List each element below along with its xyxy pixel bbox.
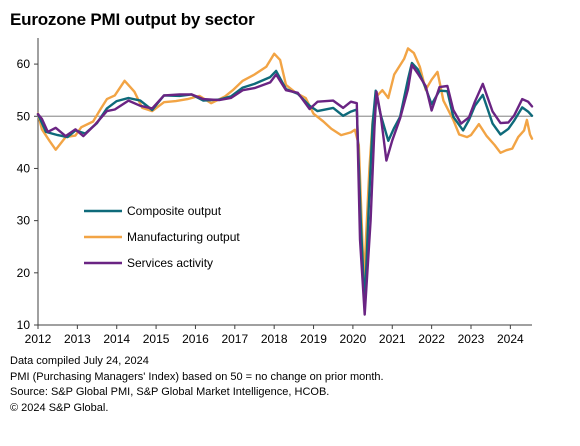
chart-title: Eurozone PMI output by sector: [10, 10, 255, 29]
note-definition: PMI (Purchasing Managers' Index) based o…: [10, 370, 384, 383]
series-line-services-activity: [36, 63, 534, 316]
x-tick-label: 2020: [340, 332, 367, 346]
y-tick-label: 10: [17, 318, 31, 332]
note-source: Source: S&P Global PMI, S&P Global Marke…: [10, 386, 330, 398]
legend-label: Manufacturing output: [127, 230, 240, 244]
x-tick-label: 2024: [497, 332, 524, 346]
plot-lines: [36, 47, 534, 316]
note-copyright: © 2024 S&P Global.: [10, 401, 109, 414]
note-date: Data compiled July 24, 2024: [10, 355, 149, 367]
legend: Composite output Manufacturing output Serv…: [84, 204, 240, 270]
series-line-composite-output: [36, 61, 534, 308]
x-tick-label: 2022: [418, 332, 445, 346]
y-tick-label: 60: [17, 57, 31, 71]
x-tick-label: 2017: [221, 332, 248, 346]
footnotes: Data compiled July 24, 2024 PMI (Purchas…: [10, 354, 384, 416]
legend-label: Services activity: [127, 256, 213, 270]
y-tick-label: 20: [17, 266, 31, 280]
legend-label: Composite output: [127, 204, 222, 218]
axes: 10 20 30 40 50 60 2012 2013 2014 2015 2016 2017 2018…: [17, 38, 532, 346]
x-tick-label: 2012: [25, 332, 52, 346]
y-tick-label: 30: [17, 214, 31, 228]
x-tick-label: 2019: [300, 332, 327, 346]
x-tick-label: 2018: [261, 332, 288, 346]
x-tick-label: 2015: [143, 332, 170, 346]
x-tick-label: 2013: [64, 332, 91, 346]
x-tick-label: 2014: [103, 332, 130, 346]
x-tick-label: 2023: [458, 332, 485, 346]
series-line-manufacturing-output: [36, 47, 534, 283]
y-tick-label: 50: [17, 109, 31, 123]
y-tick-label: 40: [17, 161, 31, 175]
x-tick-label: 2021: [379, 332, 406, 346]
x-tick-label: 2016: [182, 332, 209, 346]
